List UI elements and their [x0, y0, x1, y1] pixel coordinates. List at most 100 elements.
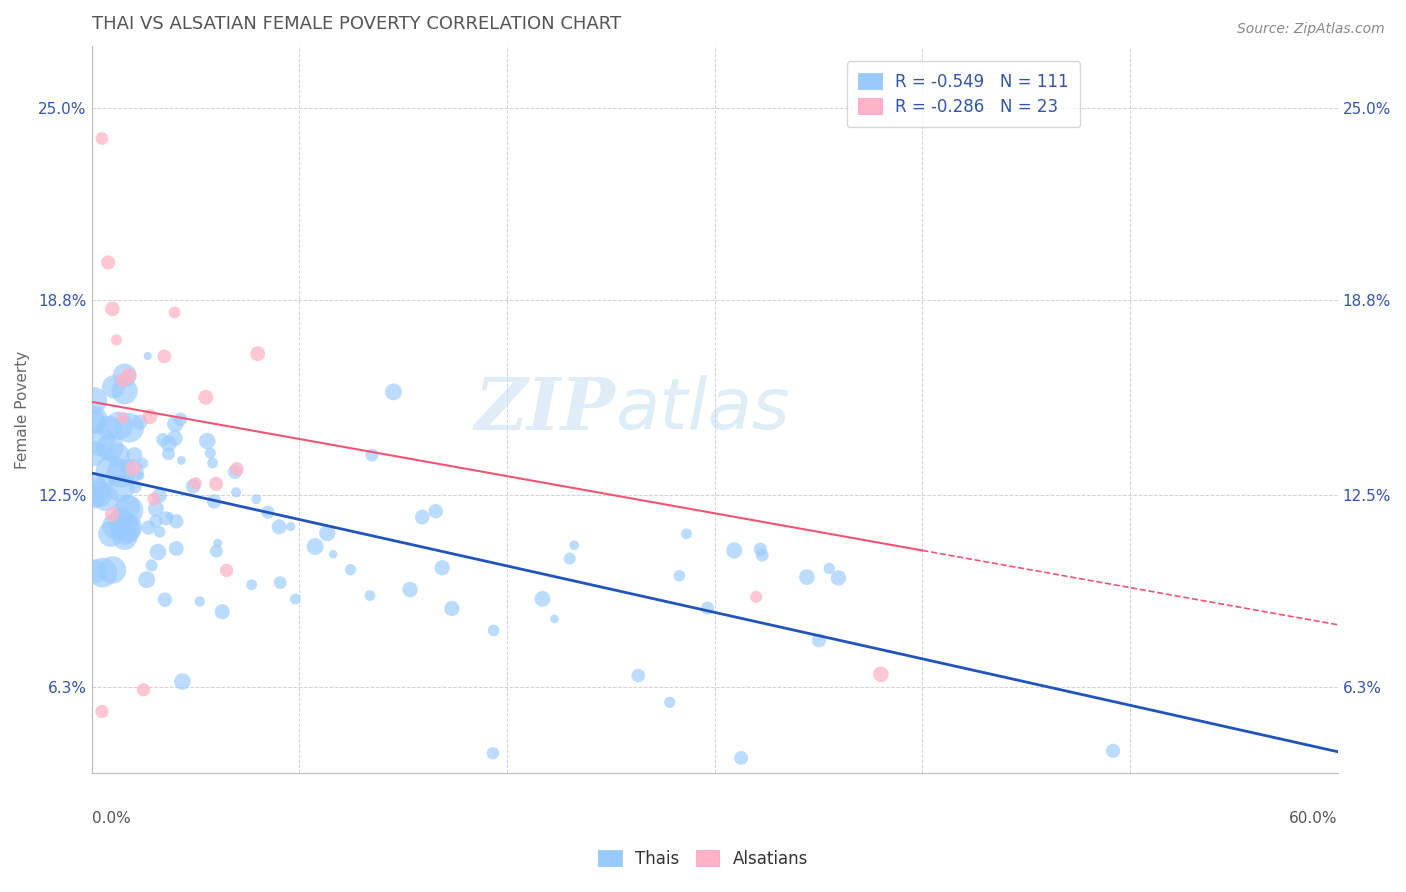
- Point: [163, 431, 186, 445]
- Point: [83, 476, 105, 491]
- Point: [148, 489, 170, 503]
- Point: [339, 563, 361, 577]
- Point: [152, 433, 174, 447]
- Text: THAI VS ALSATIAN FEMALE POVERTY CORRELATION CHART: THAI VS ALSATIAN FEMALE POVERTY CORRELAT…: [91, 15, 620, 33]
- Point: [83, 491, 105, 505]
- Point: [382, 384, 405, 399]
- Point: [132, 682, 155, 697]
- Point: [121, 464, 143, 478]
- Text: Source: ZipAtlas.com: Source: ZipAtlas.com: [1237, 22, 1385, 37]
- Point: [531, 591, 554, 606]
- Point: [117, 503, 139, 517]
- Text: 60.0%: 60.0%: [1289, 811, 1337, 826]
- Point: [117, 520, 139, 534]
- Point: [730, 751, 752, 765]
- Point: [225, 485, 247, 500]
- Point: [114, 384, 136, 398]
- Point: [184, 476, 207, 491]
- Point: [482, 624, 505, 638]
- Point: [129, 468, 152, 483]
- Point: [1102, 744, 1125, 758]
- Point: [170, 453, 193, 467]
- Point: [304, 540, 326, 554]
- Point: [153, 592, 176, 607]
- Point: [83, 414, 105, 428]
- Point: [83, 393, 105, 408]
- Point: [145, 501, 167, 516]
- Point: [172, 674, 194, 689]
- Point: [245, 492, 267, 507]
- Point: [132, 456, 155, 470]
- Point: [157, 447, 180, 461]
- Point: [169, 412, 191, 426]
- Point: [807, 633, 830, 648]
- Point: [138, 409, 160, 424]
- Point: [110, 514, 132, 528]
- Point: [257, 505, 280, 519]
- Point: [115, 517, 138, 532]
- Point: [101, 301, 124, 316]
- Point: [316, 526, 339, 541]
- Legend: Thais, Alsatians: Thais, Alsatians: [592, 844, 814, 875]
- Point: [194, 390, 217, 404]
- Point: [98, 420, 121, 434]
- Point: [675, 526, 697, 541]
- Point: [153, 349, 176, 363]
- Point: [111, 410, 134, 425]
- Point: [90, 434, 112, 449]
- Point: [207, 536, 229, 550]
- Point: [360, 448, 382, 462]
- Point: [751, 548, 773, 562]
- Legend: R = -0.549   N = 111, R = -0.286   N = 23: R = -0.549 N = 111, R = -0.286 N = 23: [846, 62, 1080, 128]
- Point: [723, 543, 745, 558]
- Point: [114, 368, 136, 383]
- Point: [91, 705, 114, 719]
- Point: [114, 530, 136, 544]
- Point: [188, 594, 211, 608]
- Point: [101, 563, 124, 577]
- Point: [749, 542, 772, 557]
- Point: [827, 571, 849, 585]
- Point: [200, 446, 222, 460]
- Point: [440, 601, 463, 615]
- Point: [105, 333, 128, 347]
- Point: [87, 487, 110, 501]
- Point: [668, 568, 690, 582]
- Point: [100, 464, 122, 478]
- Point: [562, 538, 585, 552]
- Y-axis label: Female Poverty: Female Poverty: [15, 351, 30, 468]
- Point: [818, 561, 841, 575]
- Point: [145, 514, 167, 528]
- Point: [128, 415, 150, 429]
- Point: [322, 547, 344, 561]
- Point: [558, 551, 581, 566]
- Point: [745, 590, 768, 604]
- Point: [284, 591, 307, 606]
- Point: [796, 570, 818, 584]
- Point: [117, 500, 139, 514]
- Point: [146, 545, 169, 559]
- Point: [205, 544, 228, 558]
- Point: [114, 522, 136, 536]
- Point: [118, 421, 141, 435]
- Text: 0.0%: 0.0%: [91, 811, 131, 826]
- Text: atlas: atlas: [614, 375, 790, 444]
- Point: [280, 519, 302, 533]
- Point: [543, 612, 565, 626]
- Point: [83, 413, 105, 427]
- Point: [399, 582, 422, 597]
- Point: [103, 380, 125, 394]
- Point: [108, 418, 131, 433]
- Point: [94, 491, 117, 506]
- Point: [165, 514, 187, 528]
- Point: [149, 524, 172, 539]
- Point: [627, 668, 650, 682]
- Point: [83, 446, 105, 460]
- Point: [91, 131, 114, 145]
- Point: [104, 519, 127, 533]
- Point: [91, 566, 114, 580]
- Point: [482, 746, 505, 760]
- Point: [87, 483, 110, 498]
- Point: [141, 558, 163, 573]
- Point: [165, 417, 187, 431]
